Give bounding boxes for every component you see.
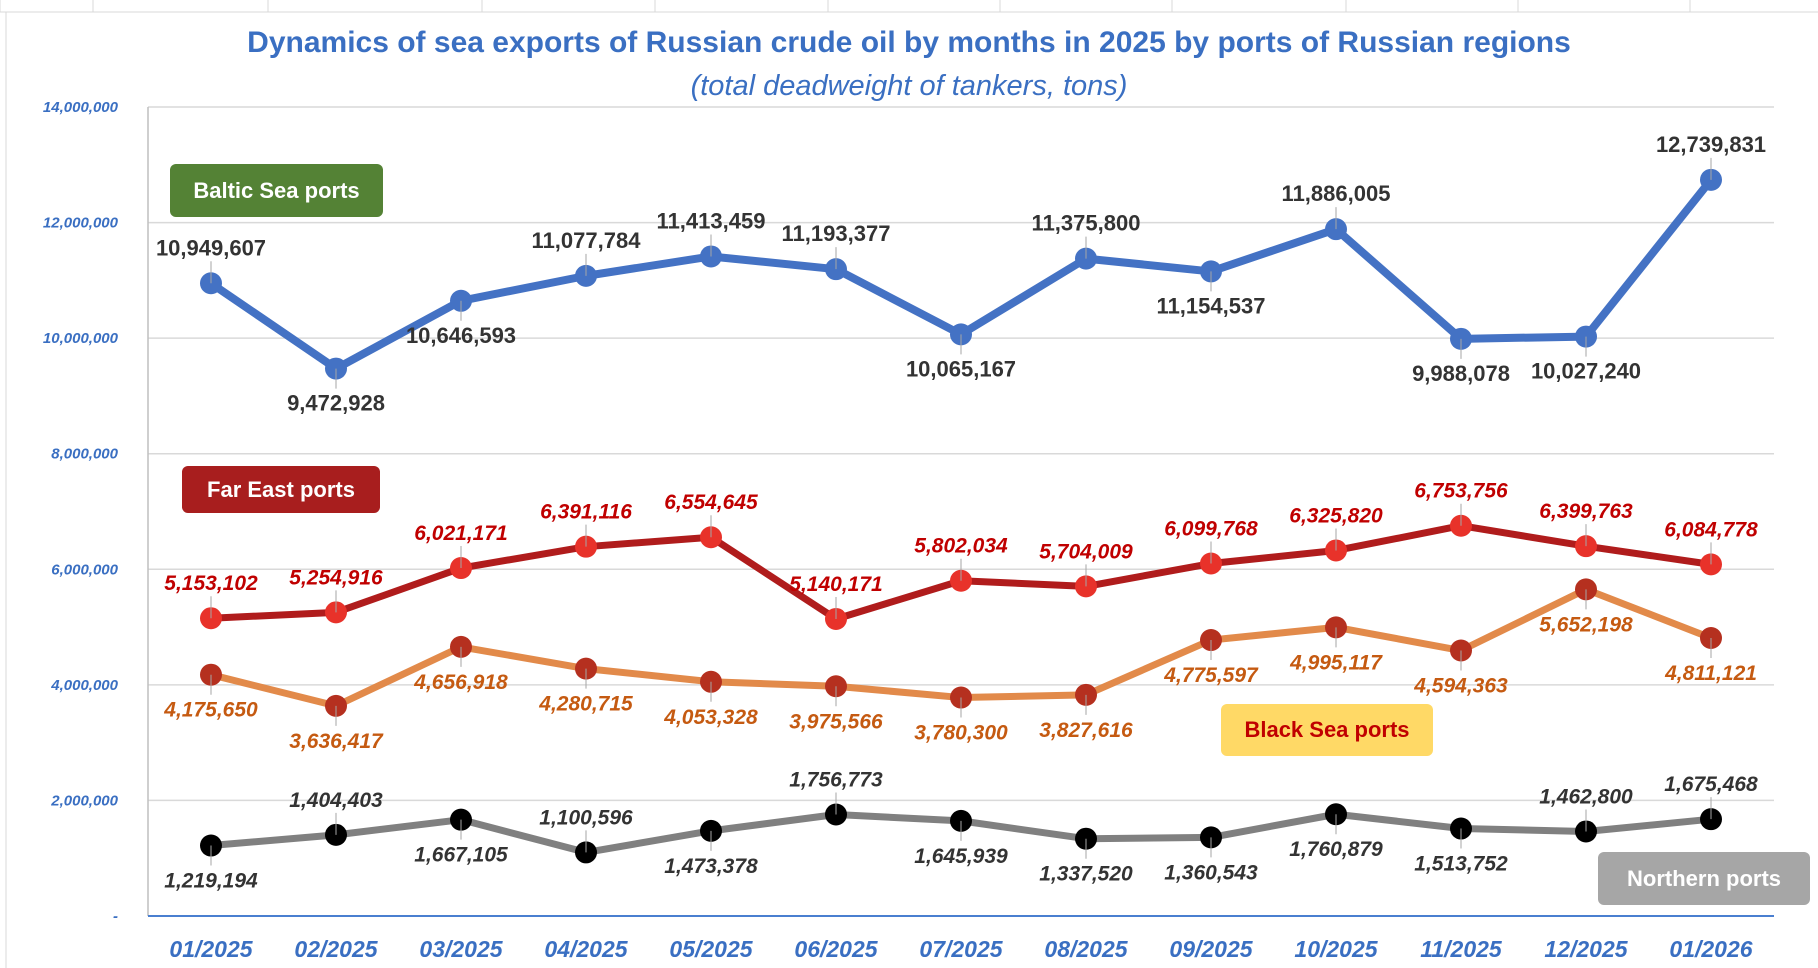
data-label-far-east: 6,325,820: [1289, 504, 1383, 527]
data-label-northern: 1,675,468: [1664, 773, 1758, 796]
x-tick-label: 01/2025: [169, 936, 253, 962]
data-label-northern: 1,667,105: [414, 844, 508, 867]
data-label-baltic: 10,949,607: [156, 235, 266, 260]
data-label-far-east: 6,391,116: [540, 501, 632, 524]
data-label-northern: 1,404,403: [289, 789, 383, 812]
x-tick-label: 01/2026: [1669, 936, 1752, 962]
data-label-far-east: 5,704,009: [1039, 540, 1133, 563]
data-label-black-sea: 4,656,918: [413, 671, 508, 694]
data-label-northern: 1,645,939: [914, 845, 1008, 868]
data-label-black-sea: 3,827,616: [1039, 719, 1133, 742]
data-label-baltic: 9,988,078: [1412, 361, 1510, 386]
data-label-black-sea: 4,280,715: [538, 693, 633, 716]
data-label-northern: 1,337,520: [1039, 863, 1133, 886]
data-label-far-east: 6,021,171: [414, 522, 507, 545]
data-label-baltic: 10,065,167: [906, 356, 1016, 381]
data-label-far-east: 6,753,756: [1414, 480, 1508, 503]
data-label-baltic: 11,154,537: [1157, 293, 1266, 318]
data-label-black-sea: 3,975,566: [789, 710, 883, 733]
legend-far-east: Far East ports: [182, 466, 380, 513]
data-label-far-east: 5,153,102: [164, 572, 258, 595]
data-label-baltic: 11,375,800: [1032, 211, 1141, 236]
data-label-black-sea: 3,636,417: [289, 730, 384, 753]
y-tick-label: -: [113, 908, 118, 925]
legend-baltic: Baltic Sea ports: [170, 164, 383, 217]
data-label-black-sea: 5,652,198: [1539, 613, 1633, 636]
data-label-black-sea: 3,780,300: [914, 722, 1008, 745]
y-tick-label: 14,000,000: [43, 99, 119, 116]
data-label-northern: 1,760,879: [1289, 838, 1383, 861]
y-tick-label: 12,000,000: [43, 215, 119, 232]
data-label-baltic: 11,077,784: [532, 228, 642, 253]
data-label-far-east: 6,554,645: [664, 491, 758, 514]
data-label-northern: 1,219,194: [164, 870, 258, 893]
x-tick-label: 06/2025: [794, 936, 878, 962]
data-label-black-sea: 4,775,597: [1163, 664, 1259, 687]
data-label-northern: 1,462,800: [1539, 785, 1633, 808]
x-tick-label: 07/2025: [919, 936, 1003, 962]
legend-northern: Northern ports: [1598, 852, 1810, 905]
data-label-baltic: 11,413,459: [657, 208, 766, 233]
data-label-far-east: 6,084,778: [1664, 518, 1758, 541]
x-tick-label: 04/2025: [544, 936, 628, 962]
x-tick-label: 03/2025: [419, 936, 503, 962]
x-tick-label: 02/2025: [294, 936, 378, 962]
y-tick-label: 8,000,000: [51, 446, 118, 463]
data-label-baltic: 11,193,377: [782, 221, 891, 246]
x-tick-label: 12/2025: [1544, 936, 1628, 962]
data-label-black-sea: 4,053,328: [663, 706, 758, 729]
x-tick-label: 09/2025: [1169, 936, 1253, 962]
chart-title: Dynamics of sea exports of Russian crude…: [247, 26, 1571, 59]
data-label-baltic: 9,472,928: [287, 391, 385, 416]
data-label-baltic: 10,646,593: [406, 323, 516, 348]
x-tick-label: 10/2025: [1294, 936, 1378, 962]
data-label-black-sea: 4,995,117: [1289, 651, 1383, 674]
data-label-northern: 1,360,543: [1164, 861, 1258, 884]
y-tick-label: 10,000,000: [43, 330, 119, 347]
data-label-far-east: 5,802,034: [914, 535, 1008, 558]
data-label-baltic: 10,027,240: [1531, 359, 1641, 384]
data-label-baltic: 12,739,831: [1656, 132, 1766, 157]
data-label-far-east: 5,254,916: [289, 566, 383, 589]
data-label-black-sea: 4,811,121: [1664, 662, 1757, 685]
data-label-far-east: 6,099,768: [1164, 518, 1258, 541]
data-label-northern: 1,513,752: [1414, 853, 1508, 876]
data-label-northern: 1,100,596: [539, 806, 633, 829]
data-label-northern: 1,756,773: [789, 768, 883, 791]
data-label-black-sea: 4,594,363: [1413, 675, 1508, 698]
x-tick-label: 11/2025: [1420, 936, 1503, 962]
y-tick-label: 4,000,000: [50, 677, 118, 694]
data-label-far-east: 5,140,171: [789, 573, 882, 596]
data-label-black-sea: 4,175,650: [163, 699, 258, 722]
y-tick-label: 2,000,000: [50, 792, 118, 809]
data-label-far-east: 6,399,763: [1539, 500, 1633, 523]
data-label-northern: 1,473,378: [664, 855, 758, 878]
y-tick-label: 6,000,000: [51, 561, 118, 578]
legend-black-sea: Black Sea ports: [1221, 704, 1433, 756]
x-tick-label: 08/2025: [1044, 936, 1128, 962]
x-tick-label: 05/2025: [669, 936, 753, 962]
chart-subtitle: (total deadweight of tankers, tons): [690, 70, 1128, 102]
data-label-baltic: 11,886,005: [1282, 181, 1391, 206]
